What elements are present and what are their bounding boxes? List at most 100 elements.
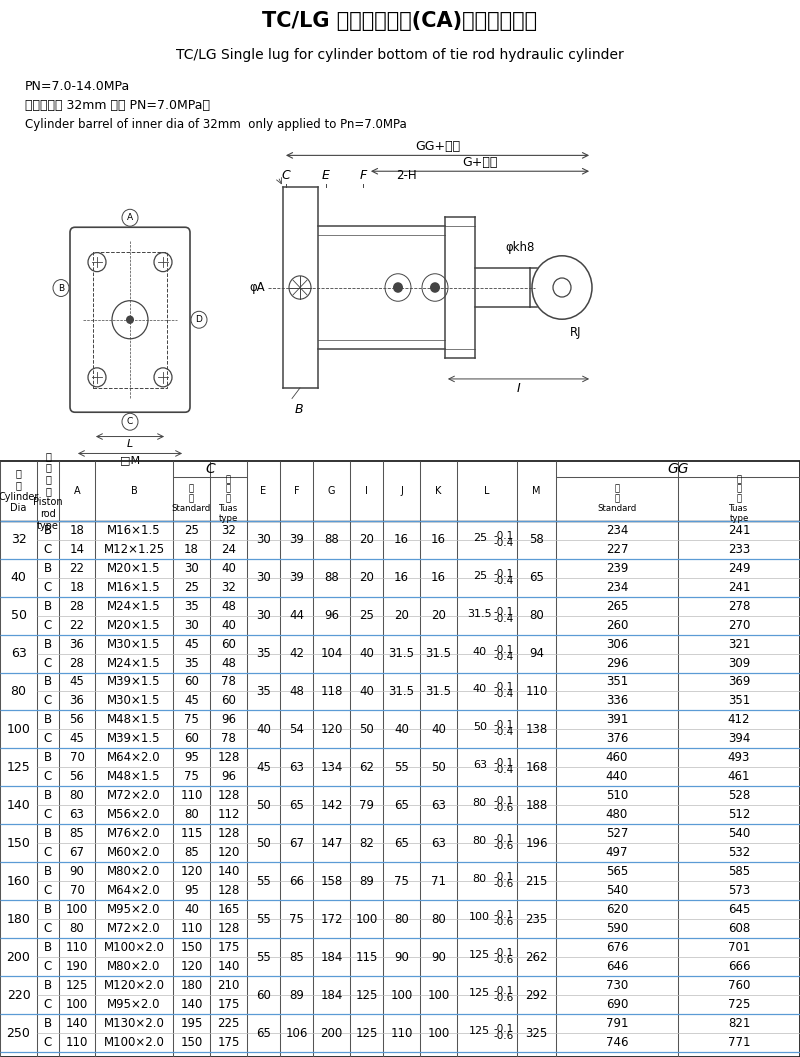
Text: F: F xyxy=(359,169,366,182)
Text: 336: 336 xyxy=(606,694,628,707)
Text: 128: 128 xyxy=(218,922,240,935)
Text: 长
杆
形
Tuas
type: 长 杆 形 Tuas type xyxy=(730,475,749,522)
Text: 239: 239 xyxy=(606,561,628,575)
Text: 188: 188 xyxy=(526,799,548,812)
Text: B: B xyxy=(44,713,52,726)
Text: 55: 55 xyxy=(256,912,271,926)
Text: -0.1: -0.1 xyxy=(494,910,514,921)
Text: 65: 65 xyxy=(289,799,304,812)
Text: M16×1.5: M16×1.5 xyxy=(107,580,161,594)
Text: M39×1.5: M39×1.5 xyxy=(107,733,161,745)
Text: M12×1.25: M12×1.25 xyxy=(103,542,165,556)
Text: C: C xyxy=(44,847,52,859)
Text: 565: 565 xyxy=(606,866,628,878)
Text: B: B xyxy=(44,790,52,802)
Text: B: B xyxy=(44,523,52,537)
Text: 20: 20 xyxy=(394,609,409,623)
Text: 45: 45 xyxy=(184,637,199,650)
Text: 125: 125 xyxy=(470,950,490,960)
Text: 142: 142 xyxy=(320,799,342,812)
Text: 100: 100 xyxy=(355,912,378,926)
Text: 55: 55 xyxy=(256,875,271,888)
Text: 50: 50 xyxy=(431,761,446,774)
Text: B: B xyxy=(44,675,52,688)
Text: 75: 75 xyxy=(394,875,409,888)
Text: 96: 96 xyxy=(324,609,339,623)
Text: M64×2.0: M64×2.0 xyxy=(107,885,161,897)
Text: 14: 14 xyxy=(70,542,85,556)
Text: 75: 75 xyxy=(184,713,199,726)
Text: 112: 112 xyxy=(218,809,240,821)
Text: φkh8: φkh8 xyxy=(506,241,534,254)
Text: 510: 510 xyxy=(606,790,628,802)
Text: 325: 325 xyxy=(526,1026,548,1039)
Text: 89: 89 xyxy=(289,988,304,1002)
Text: -0.6: -0.6 xyxy=(494,879,514,889)
Text: 573: 573 xyxy=(728,885,750,897)
Text: 646: 646 xyxy=(606,960,628,973)
Text: M24×1.5: M24×1.5 xyxy=(107,599,161,613)
Text: 66: 66 xyxy=(289,875,304,888)
Text: L: L xyxy=(127,439,133,448)
Text: 690: 690 xyxy=(606,998,628,1012)
Text: -0.6: -0.6 xyxy=(494,956,514,965)
Text: B: B xyxy=(44,828,52,840)
Circle shape xyxy=(393,282,403,293)
Text: 缸
径
Cylinder
Dia: 缸 径 Cylinder Dia xyxy=(0,468,38,513)
Text: B: B xyxy=(44,561,52,575)
Text: 100: 100 xyxy=(6,723,30,736)
Text: TC/LG Single lug for cylinder bottom of tie rod hydraulic cylinder: TC/LG Single lug for cylinder bottom of … xyxy=(176,48,624,61)
Text: M16×1.5: M16×1.5 xyxy=(107,523,161,537)
Text: 25: 25 xyxy=(184,580,199,594)
Text: 96: 96 xyxy=(221,713,236,726)
Text: 104: 104 xyxy=(320,647,342,660)
Text: 180: 180 xyxy=(180,979,202,993)
Text: 31.5: 31.5 xyxy=(467,609,492,618)
Text: 16: 16 xyxy=(394,533,409,546)
Text: 78: 78 xyxy=(221,675,236,688)
Text: 128: 128 xyxy=(218,752,240,764)
Text: 461: 461 xyxy=(728,771,750,783)
Text: 493: 493 xyxy=(728,752,750,764)
Text: 30: 30 xyxy=(256,571,271,585)
Text: 63: 63 xyxy=(431,837,446,850)
Text: 321: 321 xyxy=(728,637,750,650)
Text: B: B xyxy=(58,283,64,293)
Text: 67: 67 xyxy=(70,847,85,859)
Text: 270: 270 xyxy=(728,618,750,632)
Text: M100×2.0: M100×2.0 xyxy=(103,1036,165,1049)
Text: 234: 234 xyxy=(606,523,628,537)
Text: 110: 110 xyxy=(66,1036,88,1049)
Text: 39: 39 xyxy=(289,533,304,546)
Text: 70: 70 xyxy=(70,885,85,897)
Text: 260: 260 xyxy=(606,618,628,632)
Text: -0.1: -0.1 xyxy=(494,607,514,616)
Text: E: E xyxy=(322,169,330,182)
Text: 活
塞
杆
型
Piston
rod
type: 活 塞 杆 型 Piston rod type xyxy=(33,451,63,531)
Text: 140: 140 xyxy=(6,799,30,812)
Text: -0.1: -0.1 xyxy=(494,986,514,996)
Text: 50: 50 xyxy=(256,837,271,850)
Text: 60: 60 xyxy=(256,988,271,1002)
Text: 20: 20 xyxy=(359,571,374,585)
Text: 138: 138 xyxy=(526,723,548,736)
Text: C: C xyxy=(44,998,52,1012)
Text: 241: 241 xyxy=(728,523,750,537)
Text: 460: 460 xyxy=(606,752,628,764)
Text: 110: 110 xyxy=(180,790,202,802)
Text: 2-H: 2-H xyxy=(396,169,417,182)
Text: 585: 585 xyxy=(728,866,750,878)
Text: 25: 25 xyxy=(473,571,487,580)
Text: 110: 110 xyxy=(180,922,202,935)
Text: -0.1: -0.1 xyxy=(494,796,514,806)
Text: 175: 175 xyxy=(218,941,240,954)
Text: 28: 28 xyxy=(70,656,85,669)
Text: 35: 35 xyxy=(256,685,271,698)
Text: 676: 676 xyxy=(606,941,628,954)
Text: 20: 20 xyxy=(431,609,446,623)
Text: 118: 118 xyxy=(320,685,342,698)
Text: C: C xyxy=(44,960,52,973)
Text: 227: 227 xyxy=(606,542,628,556)
Text: 791: 791 xyxy=(606,1017,628,1030)
Text: 25: 25 xyxy=(359,609,374,623)
